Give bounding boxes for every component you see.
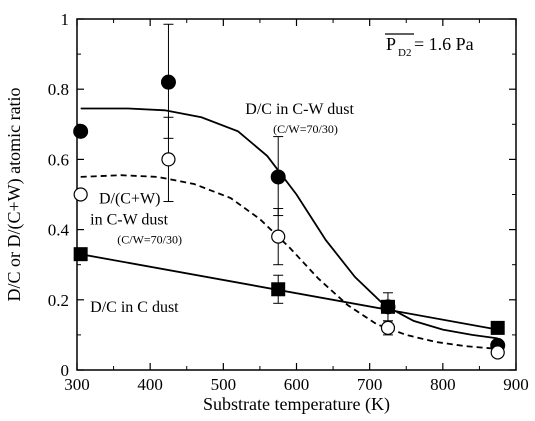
- y-tick-label: 1: [61, 10, 70, 29]
- x-tick-label: 400: [137, 375, 163, 394]
- annotation-label: D/(C+W): [99, 190, 160, 207]
- data-point-filled-circle: [270, 169, 286, 185]
- y-tick-label: 0: [61, 361, 70, 380]
- annotation-label: (C/W=70/30): [273, 122, 338, 136]
- open-circle-fit-line: [80, 174, 498, 350]
- data-point-open-circle: [73, 187, 88, 202]
- data-point-filled-square: [380, 299, 395, 314]
- ticks-group: 300 400 500 600 700 800 900 0 0.2 0.4 0.6 0.8 1: [48, 10, 529, 394]
- annotation-label: (C/W=70/30): [117, 233, 182, 247]
- annotation-label: D/C in C-W dust: [245, 101, 354, 118]
- y-axis-title: D/C or D/(C+W) atomic ratio: [4, 87, 25, 301]
- annotation-label: D/C in C dust: [90, 299, 179, 316]
- data-point-filled-circle: [160, 74, 176, 90]
- pressure-label-p: P: [386, 34, 396, 54]
- x-tick-label: 700: [357, 375, 383, 394]
- x-tick-label: 900: [503, 375, 529, 394]
- annotations-group: D/C in C-W dust (C/W=70/30) D/(C+W) in C-W …: [90, 33, 474, 316]
- annotation-label: in C-W dust: [90, 211, 168, 228]
- data-point-filled-square: [271, 282, 286, 297]
- data-point-filled-square: [490, 320, 505, 335]
- y-tick-label: 0.6: [48, 150, 69, 169]
- pressure-label-value: = 1.6 Pa: [414, 34, 474, 54]
- fit-lines-group: [80, 107, 498, 350]
- data-point-open-circle: [490, 345, 505, 360]
- pressure-label-subscript: D2: [398, 47, 411, 59]
- y-tick-label: 0.8: [48, 80, 69, 99]
- points-group: [73, 74, 506, 360]
- x-tick-label: 500: [211, 375, 237, 394]
- x-axis-title: Substrate temperature (K): [203, 394, 390, 415]
- x-tick-label: 300: [64, 375, 90, 394]
- filled-circle-fit-line: [80, 107, 498, 340]
- x-tick-label: 600: [284, 375, 310, 394]
- y-tick-label: 0.4: [48, 221, 70, 240]
- data-point-open-circle: [161, 152, 176, 167]
- data-point-filled-circle: [73, 123, 89, 139]
- y-tick-label: 0.2: [48, 291, 69, 310]
- data-point-open-circle: [271, 229, 286, 244]
- data-point-open-circle: [380, 320, 396, 335]
- filled-square-fit-line: [80, 253, 498, 331]
- data-point-filled-square: [73, 247, 88, 262]
- axes-group: Substrate temperature (K) D/C or D/(C+W) …: [4, 18, 517, 415]
- x-tick-label: 800: [430, 375, 456, 394]
